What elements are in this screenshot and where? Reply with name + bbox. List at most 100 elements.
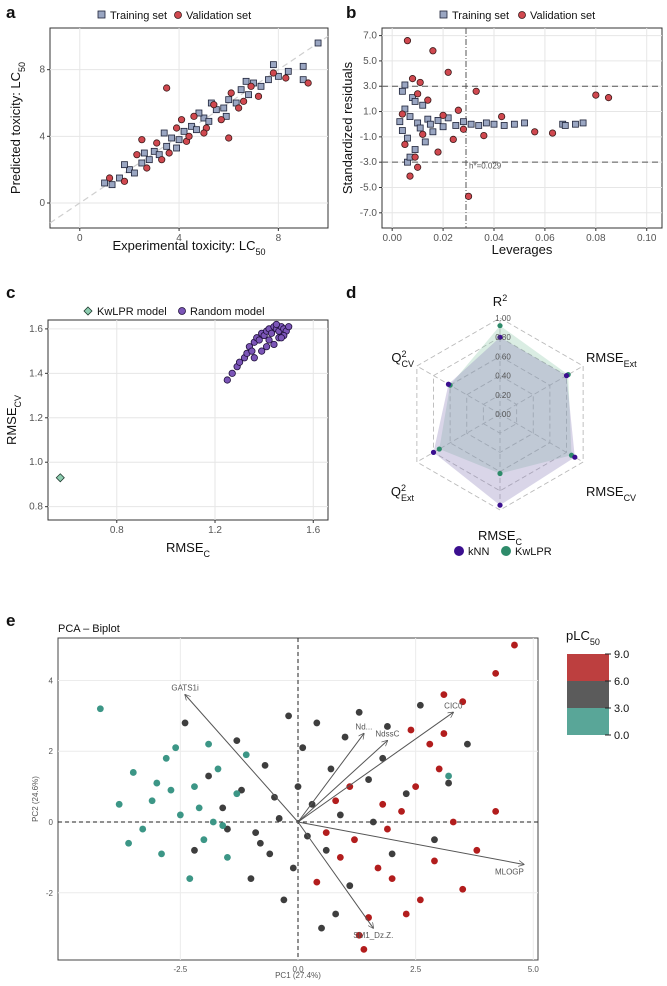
pca-point-high <box>492 807 500 815</box>
pca-point-low <box>233 790 241 798</box>
chart-c: 0.8 1.2 1.60.81.01.21.41.6RMSECRMSECVKwLPR… <box>4 306 329 559</box>
y-tick-label: 1.4 <box>29 368 43 379</box>
x-axis-title: RMSEC <box>166 540 211 559</box>
radar-ring <box>416 317 584 511</box>
radar-axis-label-sub: Ext <box>401 493 415 503</box>
random-model-point <box>258 347 266 355</box>
random-model-point <box>248 347 256 355</box>
training-point <box>101 179 109 187</box>
legend-validation-key <box>518 11 526 19</box>
radar-axis-label-sup: 2 <box>401 349 406 359</box>
radar-axis-label: R2 <box>493 293 507 309</box>
validation-point <box>165 149 173 157</box>
x-tick-label: 5.0 <box>528 965 540 974</box>
radar-ring-label: 0.00 <box>495 410 511 419</box>
legend-kwlpr-label: KwLPR model <box>97 306 167 318</box>
y-tick-label: 1.0 <box>29 457 43 468</box>
legend-training-key <box>439 10 448 19</box>
pca-point-low <box>153 779 161 787</box>
pca-point-mid <box>266 850 274 858</box>
pca-point-high <box>398 807 405 815</box>
validation-point <box>592 91 600 99</box>
training-point <box>500 122 508 129</box>
training-point <box>195 109 203 117</box>
radar-axis-label-sub: CV <box>624 493 637 503</box>
radar-axis-label: Q2 CV <box>391 349 414 369</box>
legend-random-label: Random model <box>190 306 265 318</box>
radar-axis-label-main: R <box>493 294 502 309</box>
loading-arrow <box>297 734 364 823</box>
validation-point <box>138 136 146 144</box>
chart-b: 0.00 0.02 0.04 0.06 0.08 0.10 -7.0 -5.0 -3.0 -1.0… <box>340 10 663 257</box>
validation-point <box>416 78 424 87</box>
training-point <box>460 118 467 126</box>
pca-point-mid <box>384 723 391 730</box>
y-tick-label: -2 <box>46 889 54 898</box>
radar-point <box>497 502 503 508</box>
pca-point-high <box>431 857 438 865</box>
loading-arrow <box>297 821 524 864</box>
radar-point <box>430 449 437 455</box>
pca-point-low <box>242 751 250 759</box>
pca-point-mid <box>464 740 471 748</box>
pca-point-high <box>416 896 424 904</box>
pca-point-mid <box>191 846 198 854</box>
panel-label-e: e <box>6 611 15 630</box>
training-point <box>396 118 404 126</box>
validation-point <box>414 163 422 171</box>
pca-point-mid <box>294 783 302 791</box>
panel-label-d: d <box>346 283 356 302</box>
radar-axis-label: RMSEExt <box>586 350 637 369</box>
loading-label: MLOGP <box>495 867 524 876</box>
pca-point-mid <box>261 761 269 769</box>
radar-axis-label-sub: C <box>516 537 523 547</box>
training-point <box>439 123 447 131</box>
pca-point-mid <box>280 896 288 904</box>
random-model-point <box>267 329 276 337</box>
pca-point-low <box>96 705 104 713</box>
training-point <box>434 117 442 124</box>
validation-point <box>210 101 218 109</box>
pca-point-high <box>402 910 410 918</box>
legend-color-band <box>567 681 609 708</box>
validation-point <box>172 124 181 132</box>
pca-point-mid <box>299 744 307 752</box>
pca-point-high <box>459 885 467 893</box>
pca-point-low <box>176 811 184 819</box>
random-model-point <box>265 336 273 344</box>
training-point <box>401 81 409 89</box>
legend-validation-label: Validation set <box>186 10 251 22</box>
training-point <box>475 122 483 129</box>
pca-point-mid <box>431 836 438 844</box>
validation-point <box>235 104 243 112</box>
radar-axis-label: Q2 Ext <box>391 483 415 503</box>
training-point <box>193 126 200 134</box>
x-tick-label: 0.0 <box>292 965 304 974</box>
legend-knn-key <box>454 546 464 556</box>
training-point <box>579 119 587 127</box>
training-point <box>411 146 419 153</box>
training-point <box>168 134 176 142</box>
training-point <box>419 101 427 109</box>
x-axis-title-main: RMSE <box>166 540 204 555</box>
training-point <box>467 120 475 128</box>
validation-point <box>282 74 290 82</box>
pca-point-mid <box>313 719 321 727</box>
pca-point-mid <box>219 804 227 812</box>
radar-ring-label: 1.00 <box>495 314 511 323</box>
y-tick-label: 4 <box>49 676 54 685</box>
legend-kwlpr-key <box>83 306 93 316</box>
pca-point-mid <box>233 737 241 745</box>
training-point <box>145 156 153 164</box>
loading-label: GATS1i <box>171 684 199 693</box>
x-tick-label: 0.10 <box>637 233 657 244</box>
radar-ring <box>466 375 534 453</box>
validation-point <box>459 125 468 133</box>
pca-point-low <box>162 754 170 762</box>
pca-point-mid <box>336 811 344 819</box>
x-tick-label: 2.5 <box>410 965 422 974</box>
pca-point-low <box>219 822 227 829</box>
x-tick-label: 0.02 <box>433 233 453 244</box>
training-point <box>175 136 183 144</box>
x-tick-label: 0.06 <box>535 233 555 244</box>
